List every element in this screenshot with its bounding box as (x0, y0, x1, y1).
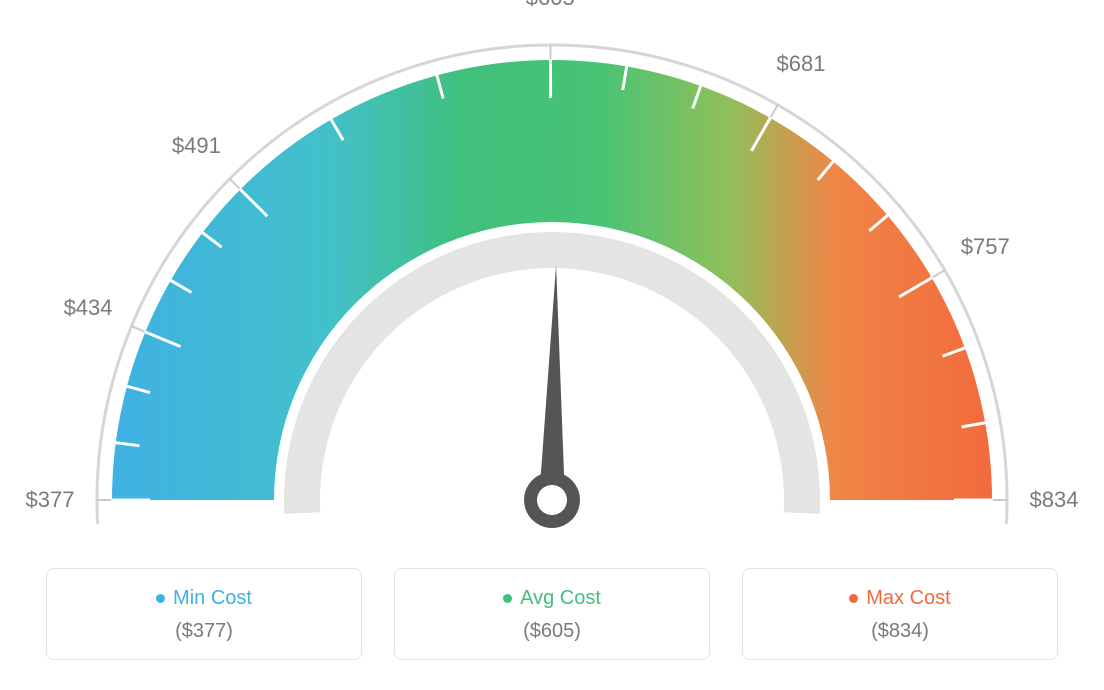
gauge-svg (0, 0, 1104, 560)
legend-value-avg: ($605) (407, 620, 697, 643)
cost-gauge: $377 $434 $491 $605 $681 $757 $834 (0, 0, 1104, 560)
gauge-tick-label: $834 (1030, 487, 1079, 513)
gauge-tick-label: $605 (526, 0, 575, 11)
legend-card-max: Max Cost ($834) (742, 568, 1058, 660)
gauge-tick-label: $491 (172, 133, 221, 159)
legend-title-min: Min Cost (156, 587, 252, 610)
legend-label-min: Min Cost (173, 587, 252, 610)
gauge-tick-label: $434 (64, 295, 113, 321)
gauge-tick-label: $757 (961, 234, 1010, 260)
legend-title-max: Max Cost (849, 587, 950, 610)
legend-card-min: Min Cost ($377) (46, 568, 362, 660)
legend-row: Min Cost ($377) Avg Cost ($605) Max Cost… (0, 568, 1104, 660)
legend-dot-max (849, 594, 858, 603)
legend-dot-min (156, 594, 165, 603)
legend-card-avg: Avg Cost ($605) (394, 568, 710, 660)
legend-value-max: ($834) (755, 620, 1045, 643)
legend-dot-avg (503, 594, 512, 603)
legend-label-max: Max Cost (866, 587, 950, 610)
gauge-tick-label: $377 (26, 487, 75, 513)
gauge-tick-label: $681 (777, 51, 826, 77)
legend-value-min: ($377) (59, 620, 349, 643)
legend-title-avg: Avg Cost (503, 587, 601, 610)
legend-label-avg: Avg Cost (520, 587, 601, 610)
